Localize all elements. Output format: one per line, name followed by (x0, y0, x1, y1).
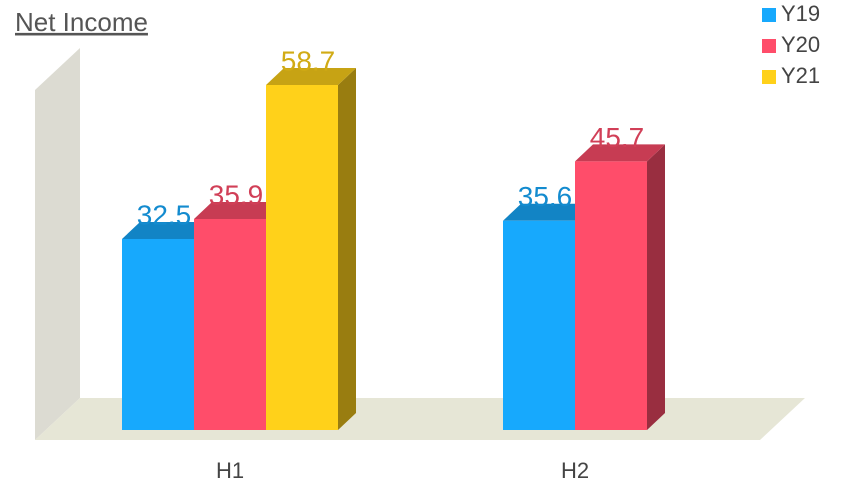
bar-top (122, 221, 212, 239)
bar (266, 85, 338, 430)
bar-top (575, 144, 665, 162)
bar-top (194, 202, 284, 220)
bar-side (338, 68, 356, 430)
bar (575, 161, 647, 430)
legend-label: Y20 (781, 32, 820, 57)
legend-label: Y21 (781, 63, 820, 88)
data-label: 35.9 (209, 179, 264, 210)
bar (503, 220, 575, 430)
legend-label: Y19 (781, 1, 820, 26)
bar (194, 219, 266, 430)
bar-top (266, 68, 356, 85)
chart-title: Net Income (15, 7, 148, 37)
x-tick-label: H1 (216, 458, 244, 483)
data-label: 32.5 (137, 199, 192, 230)
data-label: 35.6 (518, 181, 573, 212)
bar-side (647, 144, 665, 430)
bar-top (503, 203, 593, 221)
data-label: 45.7 (590, 122, 645, 153)
data-label: 58.7 (281, 45, 336, 76)
legend-swatch (762, 39, 776, 53)
back-wall (35, 48, 80, 440)
x-tick-label: H2 (561, 458, 589, 483)
legend-swatch (762, 70, 776, 84)
legend-swatch (762, 8, 776, 22)
bar (122, 238, 194, 430)
